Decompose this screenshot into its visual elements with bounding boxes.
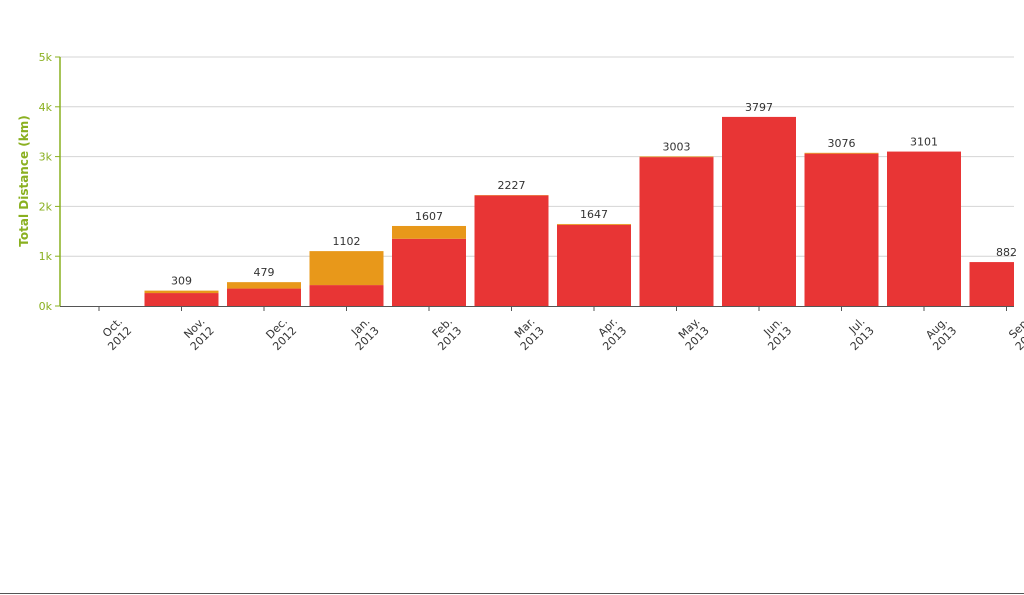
x-tick-label: Mar.2013 — [512, 315, 547, 353]
bar-segment-secondary — [309, 251, 384, 286]
bar-total-label: 309 — [171, 275, 192, 288]
y-tick-label: 5k — [39, 51, 53, 64]
bar-total-label: 3101 — [910, 136, 938, 149]
bar-total-label: 3076 — [828, 137, 856, 150]
bar-segment-primary — [887, 151, 961, 306]
x-tick-label: Aug.2013 — [923, 315, 959, 353]
bar-total-label: 3003 — [663, 140, 691, 153]
x-tick-label: Jul.2013 — [846, 315, 877, 353]
y-tick-label: 0k — [39, 300, 53, 313]
x-tick-label: Nov.2012 — [181, 315, 216, 353]
bar-segment-primary — [639, 157, 714, 306]
bar-segment-primary — [474, 195, 549, 306]
bar-total-label: 2227 — [498, 179, 526, 192]
bar-segment-secondary — [639, 156, 714, 158]
bar-segment-primary — [144, 293, 219, 306]
x-tick-label: Jan.2013 — [348, 315, 382, 353]
bar-total-label: 1102 — [333, 235, 361, 248]
x-tick-label: Dec.2012 — [263, 315, 299, 353]
bottom-rule — [0, 593, 1024, 594]
bar-total-label: 1607 — [415, 210, 443, 223]
data-labels: 309 479 1102 1607 2227 1647 3003 3797 3076 3101 88… — [171, 101, 1017, 288]
bars — [144, 116, 1014, 307]
x-tick-label-year: 2013 — [1013, 324, 1024, 353]
bar-segment-primary — [722, 116, 796, 307]
bar-segment-primary — [557, 224, 631, 306]
bar-total-label: 479 — [254, 266, 275, 279]
y-tick-label: 4k — [39, 101, 53, 114]
bar-segment-secondary — [804, 152, 879, 154]
x-tick-label: May.2013 — [676, 315, 712, 353]
bar-segment-secondary — [392, 225, 466, 239]
bar-segment-secondary — [557, 223, 631, 225]
x-tick-label: Sep.2013 — [1006, 315, 1024, 353]
x-tick-label: Apr.2013 — [596, 315, 630, 353]
y-tick-label: 3k — [39, 151, 53, 164]
x-tick-label: Jun.2013 — [761, 315, 795, 353]
bar-segment-primary — [309, 285, 384, 306]
bar-segment-primary — [227, 288, 301, 306]
y-tick-label: 1k — [39, 250, 53, 263]
x-tick-label: Feb.2013 — [430, 315, 465, 353]
y-tick-label: 2k — [39, 200, 53, 213]
bar-total-label: 3797 — [745, 101, 773, 114]
x-tick-label: Oct.2012 — [100, 315, 134, 353]
bar-segment-secondary — [144, 290, 219, 294]
bar-segment-secondary — [227, 282, 301, 289]
bar-segment-primary — [392, 238, 466, 306]
bar-total-label: 882 — [996, 246, 1017, 259]
bar-segment-primary — [969, 262, 1014, 306]
bar-total-label: 1647 — [580, 208, 608, 221]
y-axis-label: Total Distance (km) — [17, 115, 31, 246]
bar-segment-primary — [804, 153, 879, 306]
